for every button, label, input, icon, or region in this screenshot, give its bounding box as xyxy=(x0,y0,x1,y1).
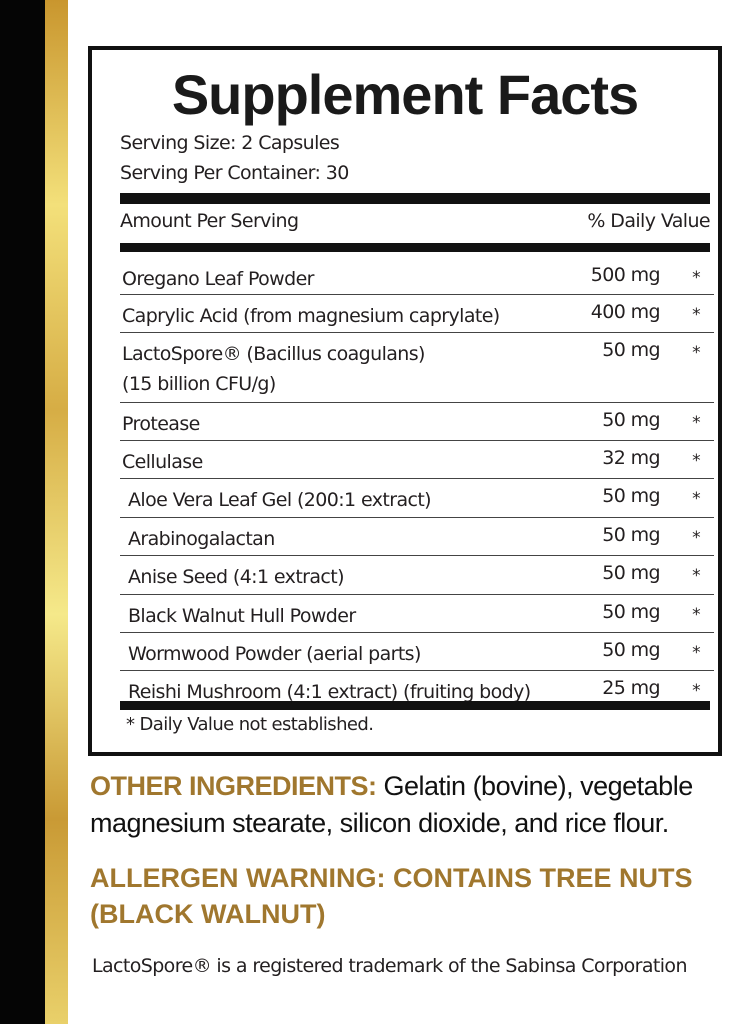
footnote: * Daily Value not established. xyxy=(126,714,374,735)
ingredient-name: LactoSpore® (Bacillus coagulans) (15 bill… xyxy=(122,343,425,395)
trademark-notice: LactoSpore® is a registered trademark of… xyxy=(92,955,688,977)
header-amount: Amount Per Serving xyxy=(120,210,299,232)
serving-size: Serving Size: 2 Capsules xyxy=(120,132,340,154)
black-side-strip xyxy=(0,0,45,1024)
daily-value: * xyxy=(692,268,700,288)
servings-per-container: Serving Per Container: 30 xyxy=(120,162,349,184)
ingredient-row: Cellulase 32 mg * xyxy=(120,441,714,479)
ingredient-amount: 50 mg xyxy=(602,485,660,507)
ingredient-row: Wormwood Powder (aerial parts) 50 mg * xyxy=(120,633,714,671)
divider-thick xyxy=(120,701,710,710)
ingredient-amount: 50 mg xyxy=(602,639,660,661)
allergen-warning: ALLERGEN WARNING: CONTAINS TREE NUTS (BL… xyxy=(90,863,693,929)
ingredient-row: Aloe Vera Leaf Gel (200:1 extract) 50 mg… xyxy=(120,479,714,518)
daily-value: * xyxy=(692,489,700,509)
daily-value: * xyxy=(692,305,700,325)
ingredient-amount: 25 mg xyxy=(602,677,660,699)
ingredient-amount: 400 mg xyxy=(590,301,661,323)
ingredient-row: Black Walnut Hull Powder 50 mg * xyxy=(120,595,714,633)
ingredient-name: Black Walnut Hull Powder xyxy=(128,605,356,627)
ingredient-amount: 32 mg xyxy=(602,447,660,469)
daily-value: * xyxy=(692,413,700,433)
ingredient-amount: 50 mg xyxy=(602,409,660,431)
ingredient-name: Reishi Mushroom (4:1 extract) (fruiting … xyxy=(128,681,531,703)
ingredient-row: LactoSpore® (Bacillus coagulans) (15 bill… xyxy=(120,333,714,403)
daily-value: * xyxy=(692,605,700,625)
ingredient-amount: 50 mg xyxy=(602,339,660,361)
table-header: Amount Per Serving % Daily Value xyxy=(120,210,711,232)
gold-side-strip xyxy=(45,0,68,1024)
ingredient-row: Reishi Mushroom (4:1 extract) (fruiting … xyxy=(120,671,714,707)
ingredient-row: Protease 50 mg * xyxy=(120,403,714,441)
daily-value: * xyxy=(692,681,700,701)
header-daily-value: % Daily Value xyxy=(587,210,710,232)
ingredient-name: Wormwood Powder (aerial parts) xyxy=(128,643,421,665)
ingredient-row: Caprylic Acid (from magnesium caprylate)… xyxy=(120,295,714,333)
ingredient-amount: 50 mg xyxy=(602,601,660,623)
ingredient-name: Oregano Leaf Powder xyxy=(122,268,314,290)
other-ingredients-text: Gelatin (bovine), vegetable magnesium st… xyxy=(90,771,693,838)
divider-thick xyxy=(120,193,710,204)
daily-value: * xyxy=(692,451,700,471)
ingredient-amount: 50 mg xyxy=(602,562,660,584)
ingredient-name: Cellulase xyxy=(122,451,203,473)
ingredient-name: Aloe Vera Leaf Gel (200:1 extract) xyxy=(128,489,432,511)
other-ingredients-label: OTHER INGREDIENTS: xyxy=(90,771,377,801)
daily-value: * xyxy=(692,528,700,548)
ingredient-row: Arabinogalactan 50 mg * xyxy=(120,518,714,556)
ingredient-name: Protease xyxy=(122,413,200,435)
ingredient-name: Arabinogalactan xyxy=(128,528,275,550)
ingredient-rows: Oregano Leaf Powder 500 mg * Caprylic Aci… xyxy=(120,258,714,707)
supplement-facts-panel: Supplement Facts Serving Size: 2 Capsule… xyxy=(88,46,722,756)
ingredient-row: Oregano Leaf Powder 500 mg * xyxy=(120,258,714,295)
ingredient-amount: 500 mg xyxy=(590,264,661,286)
ingredient-name: Anise Seed (4:1 extract) xyxy=(128,566,345,588)
other-ingredients: OTHER INGREDIENTS: Gelatin (bovine), veg… xyxy=(90,768,750,842)
ingredient-amount: 50 mg xyxy=(602,524,660,546)
ingredient-name: Caprylic Acid (from magnesium caprylate) xyxy=(122,305,500,327)
daily-value: * xyxy=(692,566,700,586)
daily-value: * xyxy=(692,343,700,363)
panel-title: Supplement Facts xyxy=(171,63,639,126)
divider-thick xyxy=(120,243,710,252)
ingredient-row: Anise Seed (4:1 extract) 50 mg * xyxy=(120,556,714,595)
daily-value: * xyxy=(692,643,700,663)
